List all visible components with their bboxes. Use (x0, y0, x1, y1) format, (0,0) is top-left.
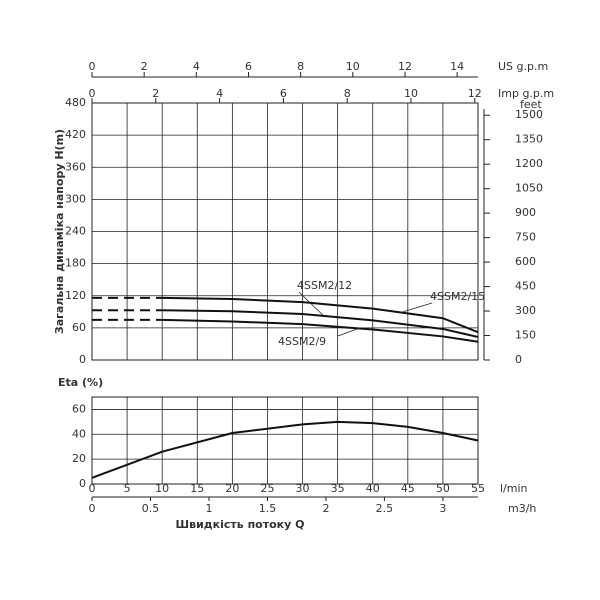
x2-unit: m3/h (508, 502, 536, 515)
x2-tick-label: 1.5 (259, 502, 277, 515)
y2-tick-label: 150 (515, 329, 536, 342)
x-tick-label: 50 (436, 482, 450, 495)
x-tick-label: 15 (190, 482, 204, 495)
x-tick-label: 25 (260, 482, 274, 495)
x-unit: l/min (500, 482, 528, 495)
y-tick-label: 20 (72, 452, 86, 465)
us_gpm-tick-label: 8 (297, 60, 304, 73)
x-tick-label: 45 (401, 482, 415, 495)
x-tick-label: 35 (331, 482, 345, 495)
us_gpm-tick-label: 10 (346, 60, 360, 73)
us_gpm-tick-label: 6 (245, 60, 252, 73)
leader-line (400, 302, 433, 313)
y-axis-label: Eta (%) (58, 376, 103, 389)
x-tick-label: 5 (124, 482, 131, 495)
y2-tick-label: 1200 (515, 157, 543, 170)
plot-frame (91, 396, 479, 485)
y-tick-label: 480 (65, 96, 86, 109)
leader-line (298, 291, 324, 317)
series-label: 4SSM2/12 (297, 279, 352, 292)
imp_gpm-tick-label: 0 (89, 87, 96, 100)
x2-tick-label: 2.5 (376, 502, 394, 515)
us_gpm-tick-label: 0 (89, 60, 96, 73)
us_gpm-tick-label: 2 (141, 60, 148, 73)
imp_gpm-label: Imp g.p.m (498, 87, 554, 100)
x-tick-label: 10 (155, 482, 169, 495)
y-tick-label: 180 (65, 257, 86, 270)
us_gpm-label: US g.p.m (498, 60, 548, 73)
y2-tick-label: 750 (515, 231, 536, 244)
y2-tick-label: 600 (515, 255, 536, 268)
y2-tick-label: 300 (515, 304, 536, 317)
us_gpm-tick-label: 12 (398, 60, 412, 73)
x2-tick-label: 1 (205, 502, 212, 515)
y-tick-label: 40 (72, 427, 86, 440)
x-tick-label: 30 (296, 482, 310, 495)
y2-tick-label: 900 (515, 206, 536, 219)
x-tick-label: 0 (89, 482, 96, 495)
x2-tick-label: 0 (89, 502, 96, 515)
series-label: 4SSM2/9 (278, 335, 326, 348)
y-tick-label: 60 (72, 402, 86, 415)
y2-axis-label: feet (520, 98, 542, 111)
us_gpm-tick-label: 4 (193, 60, 200, 73)
x2-tick-label: 3 (439, 502, 446, 515)
y2-tick-label: 0 (515, 353, 522, 366)
imp_gpm-tick-label: 10 (404, 87, 418, 100)
series-line (162, 309, 479, 338)
y-axis-label: Загальна динаміка напору H(m) (53, 129, 66, 334)
imp_gpm-tick-label: 4 (216, 87, 223, 100)
series-line (162, 318, 479, 343)
series-line (162, 296, 479, 334)
y2-tick-label: 450 (515, 280, 536, 293)
x-tick-label: 20 (225, 482, 239, 495)
leader-line (337, 328, 359, 337)
y2-tick-label: 1350 (515, 133, 543, 146)
y-tick-label: 300 (65, 192, 86, 205)
y-tick-label: 120 (65, 289, 86, 302)
imp_gpm-tick-label: 2 (152, 87, 159, 100)
imp_gpm-tick-label: 12 (468, 87, 482, 100)
series-label: 4SSM2/15 (430, 290, 485, 303)
y-tick-label: 240 (65, 225, 86, 238)
x-title: Швидкість потоку Q (176, 518, 305, 531)
y2-tick-label: 1500 (515, 108, 543, 121)
y2-tick-label: 1050 (515, 182, 543, 195)
imp_gpm-tick-label: 6 (280, 87, 287, 100)
x2-tick-label: 0.5 (142, 502, 160, 515)
us_gpm-tick-label: 14 (450, 60, 464, 73)
x2-tick-label: 2 (322, 502, 329, 515)
y-tick-label: 0 (79, 353, 86, 366)
y-tick-label: 420 (65, 128, 86, 141)
imp_gpm-tick-label: 8 (344, 87, 351, 100)
y-tick-label: 0 (79, 477, 86, 490)
y-tick-label: 60 (72, 321, 86, 334)
x-tick-label: 55 (471, 482, 485, 495)
y-tick-label: 360 (65, 160, 86, 173)
x-tick-label: 40 (366, 482, 380, 495)
series-line (91, 420, 479, 479)
